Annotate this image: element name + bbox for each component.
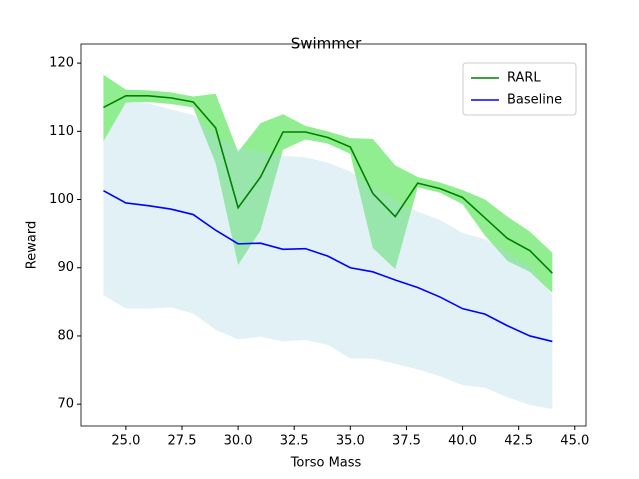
y-tick-label: 120 xyxy=(49,56,74,71)
legend-label: RARL xyxy=(507,71,541,86)
y-tick-label: 70 xyxy=(57,397,74,412)
line xyxy=(103,189,553,343)
y-axis-label: Reward xyxy=(25,221,40,269)
legend-box xyxy=(462,62,577,116)
line xyxy=(103,95,553,274)
x-axis-label: Torso Mass xyxy=(290,456,362,471)
x-tick-label: 42.5 xyxy=(504,434,533,449)
y-tick-label: 110 xyxy=(49,124,74,139)
x-tick-label: 25.0 xyxy=(111,434,140,449)
x-tick-label: 30.0 xyxy=(224,434,253,449)
x-tick-label: 45.0 xyxy=(560,434,589,449)
y-tick-label: 80 xyxy=(57,328,74,343)
x-tick-label: 32.5 xyxy=(280,434,309,449)
x-tick-label: 40.0 xyxy=(448,434,477,449)
x-tick-label: 37.5 xyxy=(392,434,421,449)
y-tick-label: 100 xyxy=(49,192,74,207)
legend-label: Baseline xyxy=(507,93,562,108)
x-tick-label: 27.5 xyxy=(168,434,197,449)
y-tick-label: 90 xyxy=(57,260,74,275)
plot-frame xyxy=(80,43,587,427)
x-tick-label: 35.0 xyxy=(336,434,365,449)
chart-title: Swimmer xyxy=(291,35,362,53)
